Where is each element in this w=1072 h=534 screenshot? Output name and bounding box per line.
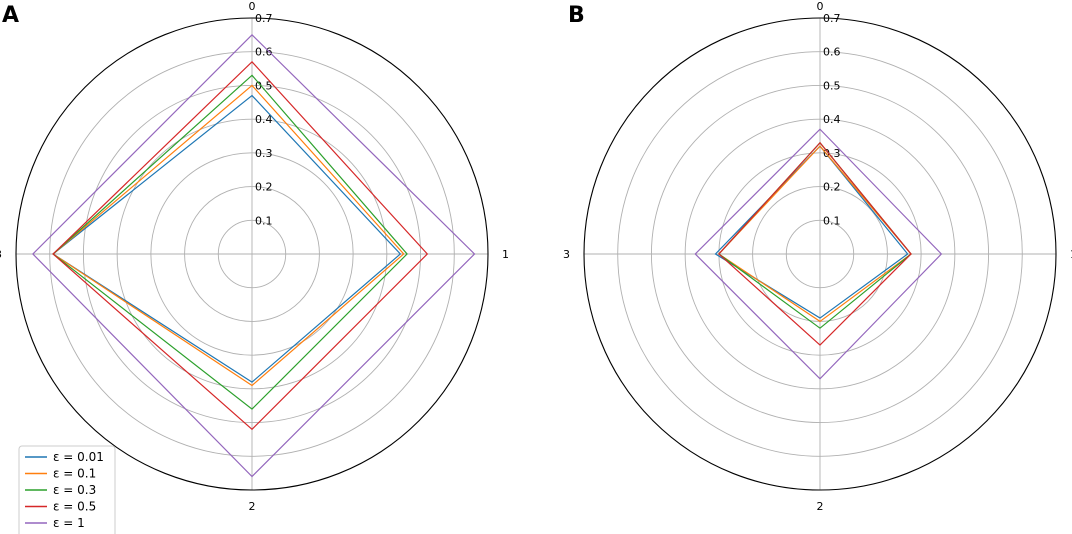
- legend-label: ε = 0.3: [53, 483, 96, 497]
- category-label: 2: [817, 500, 824, 513]
- radial-tick-label: 0.3: [823, 147, 841, 160]
- series-line: [52, 84, 405, 387]
- outer-ring: [583, 17, 1057, 491]
- radial-tick-label: 0.6: [823, 46, 841, 59]
- radar-panel-a: A0.10.20.30.40.50.60.70123ε = 0.01ε = 0.…: [0, 0, 509, 534]
- series-line: [714, 145, 909, 319]
- radial-tick-label: 0.5: [255, 79, 273, 92]
- legend-label: ε = 0.01: [53, 450, 104, 464]
- category-label: 3: [563, 248, 570, 261]
- category-label: 1: [502, 248, 509, 261]
- radar-panel-b: B 0.1 0.2 0.3 0.4 0.5 0.6 0.70 1 2 3: [563, 0, 1072, 513]
- series-line: [52, 74, 408, 410]
- series-line: [717, 145, 912, 323]
- legend: ε = 0.01 ε = 0.1 ε = 0.3 ε = 0.5 ε = 1: [18, 445, 116, 534]
- legend-box: [18, 445, 116, 534]
- radial-tick-label: 0.4: [823, 113, 841, 126]
- legend-label: ε = 1: [53, 516, 85, 530]
- legend-label: ε = 0.1: [53, 467, 96, 481]
- category-label: 2: [249, 500, 256, 513]
- radial-tick-label: 0.4: [255, 113, 273, 126]
- radial-tick-label: 0.6: [255, 46, 273, 59]
- radial-tick-label: 0.3: [255, 147, 273, 160]
- category-label: 0: [249, 0, 256, 13]
- series-line: [32, 34, 476, 478]
- category-label: 0: [817, 0, 824, 13]
- series-line: [52, 60, 429, 431]
- panel-label: A: [2, 3, 19, 28]
- series-line: [52, 94, 402, 383]
- radial-tick-label: 0.1: [255, 214, 273, 227]
- radial-tick-label: 0.5: [823, 79, 841, 92]
- category-label: 3: [0, 248, 2, 261]
- series-line: [718, 141, 912, 346]
- category-label: 1: [1070, 248, 1072, 261]
- outer-ring: [15, 17, 489, 491]
- series-line: [694, 128, 943, 380]
- radial-tick-label: 0.7: [255, 12, 273, 25]
- radial-tick-label: 0.2: [823, 181, 841, 194]
- radial-tick-label: 0.2: [255, 181, 273, 194]
- radial-tick-label: 0.1: [823, 214, 841, 227]
- series-line: [717, 141, 912, 329]
- panel-label: B: [568, 3, 585, 28]
- legend-label: ε = 0.5: [53, 500, 96, 514]
- radial-tick-label: 0.7: [823, 12, 841, 25]
